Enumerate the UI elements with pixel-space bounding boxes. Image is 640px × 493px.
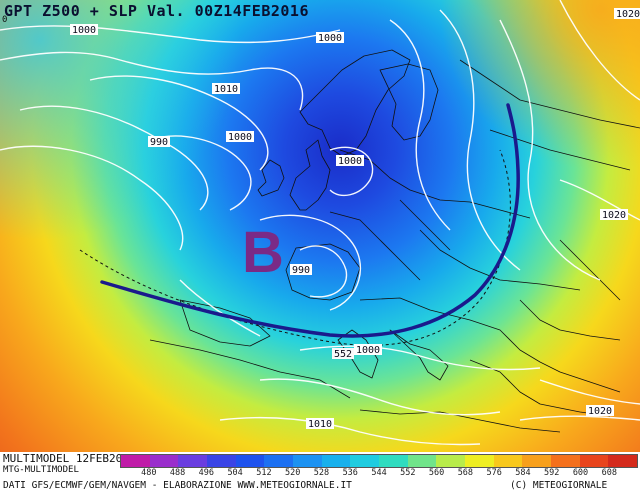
color-scale-tick: 496 xyxy=(198,468,215,478)
russia-field-overlay xyxy=(0,0,640,452)
isobar-label: 990 xyxy=(150,137,168,148)
isobar-labels: 1000 1000 1010 1000 990 1000 990 1020 10… xyxy=(70,8,640,430)
color-scale-cell xyxy=(350,455,380,467)
color-scale-cell xyxy=(264,455,294,467)
color-scale-cell xyxy=(608,455,638,467)
color-scale-cell xyxy=(178,455,208,467)
isobars xyxy=(0,0,640,445)
color-scale-cell xyxy=(207,455,236,467)
color-scale-tick: 480 xyxy=(141,468,157,478)
color-scale-cell xyxy=(551,455,580,467)
isobar-label: 1010 xyxy=(308,419,332,430)
color-scale-cell xyxy=(436,455,466,467)
color-scale-tick: 576 xyxy=(486,468,502,478)
color-scale-tick: 600 xyxy=(572,468,589,478)
color-scale-tick: 536 xyxy=(342,468,358,478)
trough-line xyxy=(100,103,520,338)
sources-label: DATI GFS/ECMWF/GEM/NAVGEM - ELABORAZIONE… xyxy=(3,480,352,491)
isobar-label: 1020 xyxy=(602,210,626,221)
color-scale-tick: 520 xyxy=(285,468,301,478)
color-scale xyxy=(120,454,638,468)
color-scale-tick: 504 xyxy=(227,468,243,478)
color-scale-cell xyxy=(321,455,351,467)
color-scale-tick: 528 xyxy=(313,468,330,478)
isobar-label: 1020 xyxy=(588,406,612,417)
isobar-label: 990 xyxy=(292,265,310,276)
color-scale-tick: 568 xyxy=(457,468,474,478)
color-scale-tick: 544 xyxy=(371,468,387,478)
isobar-label: 552 xyxy=(334,349,352,360)
isobar-label: 1000 xyxy=(356,345,380,356)
color-scale-cell xyxy=(235,455,265,467)
color-scale-tick: 488 xyxy=(169,468,186,478)
color-scale-tick: 560 xyxy=(428,468,445,478)
isobar-label: 1000 xyxy=(228,132,252,143)
model-label: MTG-MULTIMODEL xyxy=(3,465,79,475)
isobar-label: 1010 xyxy=(214,84,238,95)
color-scale-cell xyxy=(379,455,408,467)
coastlines xyxy=(149,49,640,433)
color-scale-tick: 608 xyxy=(601,468,617,478)
contour-552 xyxy=(79,149,511,346)
color-scale-cell xyxy=(493,455,523,467)
isobar-label: 1000 xyxy=(72,25,96,36)
color-scale-cell xyxy=(465,455,494,467)
color-scale-tick: 584 xyxy=(515,468,531,478)
color-scale-cell xyxy=(293,455,322,467)
color-scale-cell xyxy=(407,455,437,467)
tick-spacer xyxy=(624,468,638,480)
isobar-label: 1000 xyxy=(318,33,342,44)
isobar-label: 1000 xyxy=(338,156,362,167)
color-scale-tick: 592 xyxy=(544,468,560,478)
color-scale-cell xyxy=(121,455,150,467)
isobar-label: 1020 xyxy=(616,9,640,20)
map-title: GPT Z500 + SLP Val. 00Z14FEB2016 xyxy=(4,2,309,20)
color-scale-tick: 552 xyxy=(400,468,416,478)
geopotential-map: B 1000 1000 1010 1000 990 1000 990 1020 … xyxy=(0,0,640,452)
color-scale-ticks: 480 488 496 504 512 520 528 536 544 552 560 568 576 5… xyxy=(120,468,638,480)
color-scale-tick: 512 xyxy=(256,468,272,478)
color-scale-cell xyxy=(579,455,609,467)
color-scale-cell xyxy=(149,455,179,467)
color-scale-cell xyxy=(522,455,552,467)
tick-spacer xyxy=(120,468,134,480)
copyright-label: (C) METEOGIORNALE xyxy=(510,480,608,491)
low-pressure-marker: B xyxy=(242,220,284,285)
corner-label: 0 xyxy=(2,15,7,25)
